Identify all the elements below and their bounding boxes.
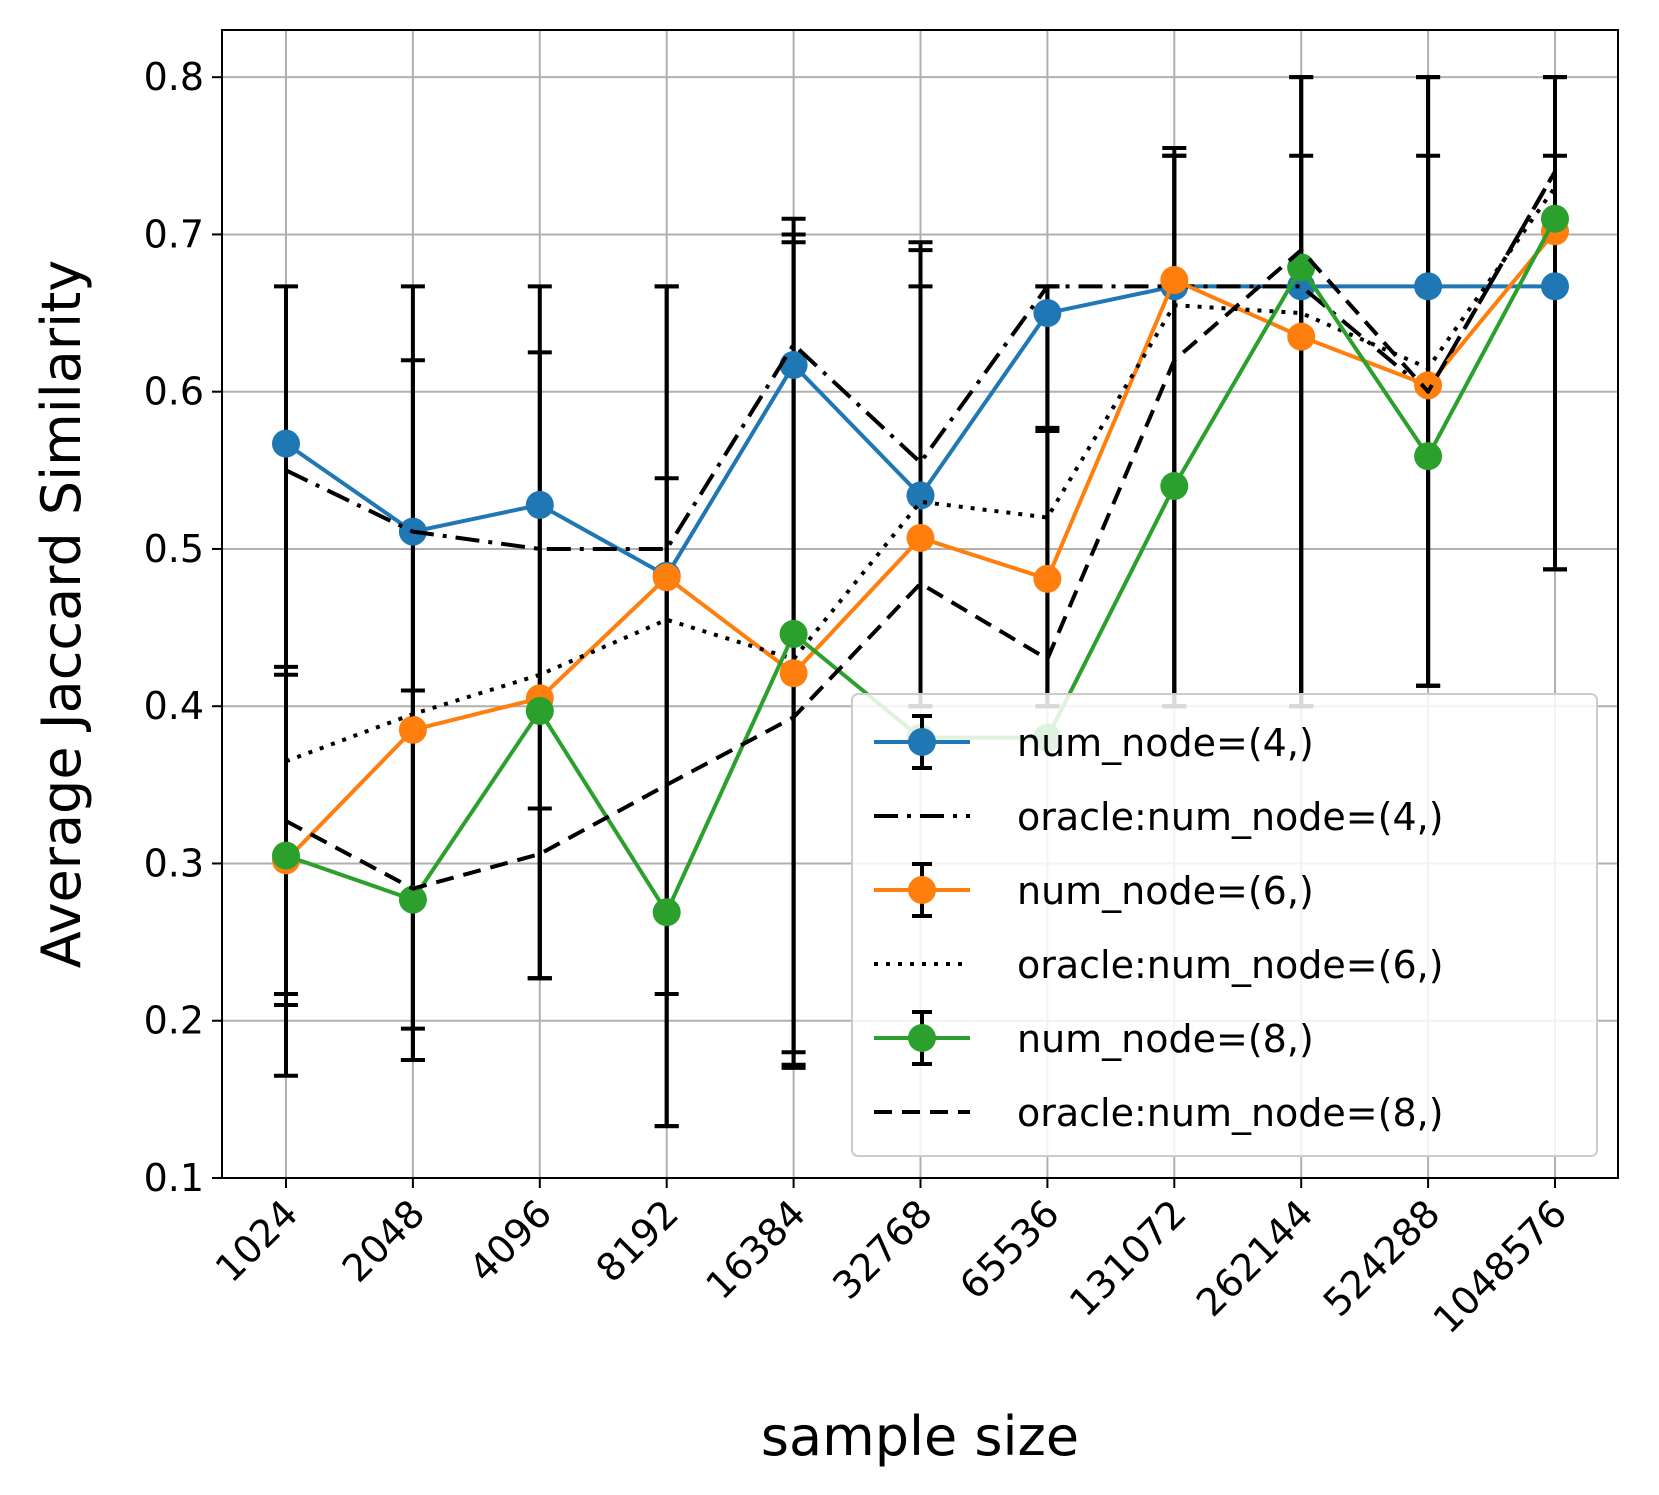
legend: num_node=(4,) oracle:num_node=(4,) num_nod… xyxy=(851,693,1598,1157)
error-bars xyxy=(274,75,1567,1129)
y-axis-label: Average Jaccard Similarity xyxy=(30,260,93,968)
legend-marker xyxy=(908,728,936,756)
data-point xyxy=(1033,564,1062,593)
series-line-6 xyxy=(285,170,1557,891)
legend-marker xyxy=(908,876,936,904)
y-tick-label: 0.6 xyxy=(144,370,204,414)
y-tick-label: 0.4 xyxy=(144,684,204,728)
data-point xyxy=(906,523,935,552)
y-tick-label: 0.8 xyxy=(144,55,204,99)
data-point xyxy=(652,898,681,927)
data-point xyxy=(779,659,808,688)
data-point xyxy=(652,563,681,592)
legend-entry-label: num_node=(6,) xyxy=(1017,869,1314,913)
data-point xyxy=(398,715,427,744)
legend-marker xyxy=(908,1024,936,1052)
legend-entry-label: oracle:num_node=(4,) xyxy=(1017,795,1444,839)
legend-entry-label: num_node=(4,) xyxy=(1017,721,1314,765)
data-point xyxy=(1287,322,1316,351)
x-axis-label: sample size xyxy=(761,1405,1079,1468)
y-tick-label: 0.1 xyxy=(144,1156,204,1200)
data-point xyxy=(1414,371,1443,400)
data-point xyxy=(525,696,554,725)
data-point xyxy=(1414,272,1443,301)
data-point xyxy=(779,619,808,648)
data-point xyxy=(1160,472,1189,501)
y-tick-label: 0.2 xyxy=(144,999,204,1043)
series-lines xyxy=(272,170,1569,927)
legend-entry-label: oracle:num_node=(6,) xyxy=(1017,943,1444,987)
data-point xyxy=(1414,442,1443,471)
data-point xyxy=(398,885,427,914)
legend-box xyxy=(851,693,1598,1157)
data-point xyxy=(272,841,300,870)
y-tick-label: 0.3 xyxy=(144,841,204,885)
series-line-2 xyxy=(285,170,1557,551)
y-tick-label: 0.7 xyxy=(144,212,204,256)
data-point xyxy=(525,490,554,519)
data-point xyxy=(1541,272,1569,301)
data-point xyxy=(1541,204,1569,233)
y-tick-label: 0.5 xyxy=(144,527,204,571)
data-point xyxy=(1033,299,1062,328)
legend-entry-label: num_node=(8,) xyxy=(1017,1017,1314,1061)
data-point xyxy=(1160,266,1189,295)
data-point xyxy=(272,429,300,458)
legend-entry-label: oracle:num_node=(8,) xyxy=(1017,1091,1444,1135)
data-point xyxy=(906,481,935,510)
